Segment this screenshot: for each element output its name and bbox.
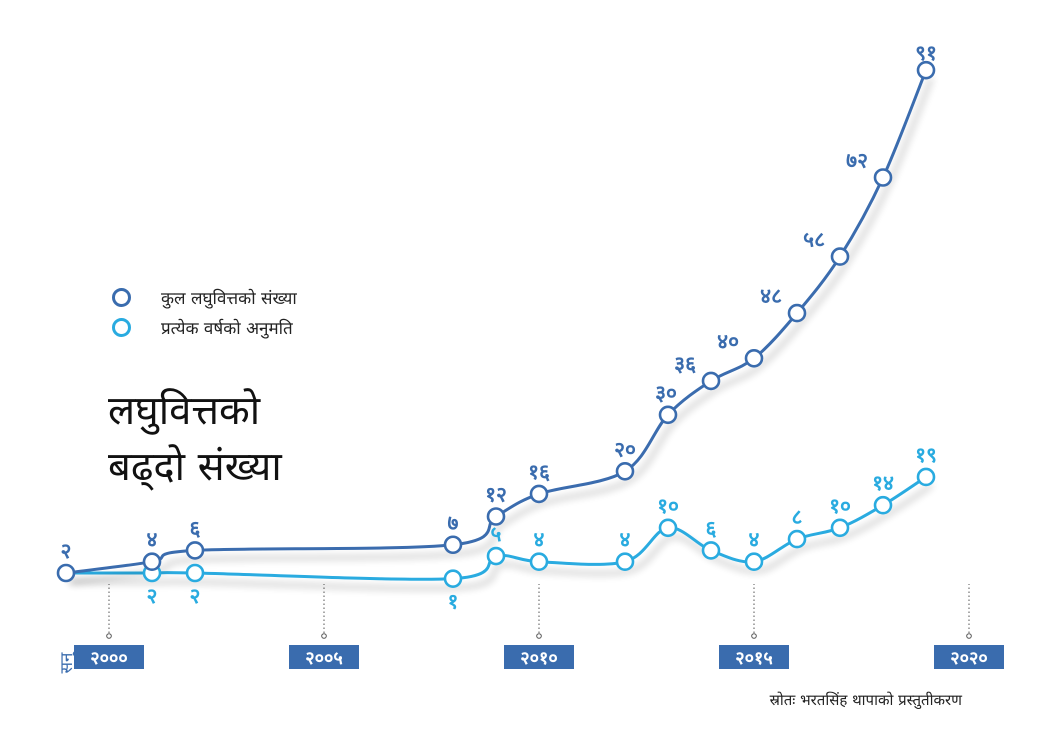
series-points: [56, 60, 936, 588]
x-tick-label: २०००: [90, 648, 127, 669]
data-label-annual: १०: [829, 494, 851, 518]
data-label-annual: ४: [534, 528, 545, 552]
legend-item-annual: प्रत्येक वर्षको अनुमति: [112, 312, 297, 342]
data-label-annual: ५: [491, 522, 502, 546]
source-note: स्रोतः भरतसिंह थापाको प्रस्तुतीकरण: [769, 691, 962, 709]
x-tick-dot: [751, 633, 757, 639]
data-label-total: ४८: [760, 284, 782, 308]
x-tick-box: [719, 645, 789, 669]
data-label-total: ३६: [674, 352, 696, 376]
data-label-total: २: [61, 539, 72, 563]
data-label-annual: ८: [792, 505, 803, 529]
data-point-annual: [830, 518, 850, 538]
data-point-total: [873, 168, 893, 187]
data-point-annual: [701, 541, 721, 560]
legend-marker-annual: [112, 317, 131, 337]
data-label-total: ३०: [655, 381, 677, 405]
data-label-total: ७२: [846, 149, 868, 173]
x-tick-dot: [106, 633, 112, 639]
data-point-annual: [529, 552, 549, 572]
legend-label-annual: प्रत्येक वर्षको अनुमति: [161, 318, 293, 339]
data-point-annual: [443, 569, 463, 588]
data-label-total: १६: [528, 460, 550, 484]
x-tick-box: [74, 645, 144, 669]
x-tick-label: २०१०: [520, 648, 557, 669]
x-tick-dot: [536, 633, 542, 639]
data-point-total: [56, 563, 76, 583]
legend-label-total: कुल लघुवित्तको संख्या: [161, 288, 297, 309]
x-tick-box: [504, 645, 574, 669]
data-point-total: [486, 507, 506, 526]
data-point-annual: [486, 546, 506, 566]
data-point-annual: [787, 529, 807, 549]
data-label-annual: १: [448, 590, 459, 614]
data-point-annual: [615, 552, 635, 572]
data-label-total: ४: [147, 528, 158, 552]
data-label-total: ९१: [915, 41, 937, 65]
x-axis: सन् २००० २००५ २०१० २०१५ २०२०: [57, 584, 1004, 673]
x-tick-dot: [966, 633, 972, 639]
x-tick-box: [934, 645, 1004, 669]
x-tick-2005: २००५: [289, 584, 359, 669]
data-label-total: ४०: [717, 329, 739, 353]
x-tick-label: २०१५: [735, 648, 772, 669]
data-point-annual: [744, 552, 764, 572]
data-point-total: [615, 461, 635, 481]
data-label-total: २०: [614, 437, 636, 461]
legend: कुल लघुवित्तको संख्या प्रत्येक वर्षको अन…: [112, 282, 297, 342]
chart-title-line-1: लघुवित्तको: [108, 388, 261, 434]
data-label-annual: १४: [872, 471, 894, 495]
data-point-total: [744, 348, 764, 368]
data-point-total: [529, 484, 549, 504]
data-label-annual: २: [190, 584, 201, 608]
chart-title: लघुवित्तको बढ्दो संख्या: [108, 383, 282, 495]
x-tick-2015: २०१५: [719, 584, 789, 669]
x-tick-2000: २०००: [74, 584, 144, 669]
data-point-annual: [916, 467, 936, 487]
data-point-total: [830, 247, 850, 266]
data-label-annual: ४: [749, 528, 760, 552]
data-point-annual: [873, 495, 893, 515]
data-label-total: ५८: [803, 228, 825, 252]
data-point-total: [658, 405, 678, 425]
x-tick-2010: २०१०: [504, 584, 574, 669]
data-point-total: [787, 303, 807, 323]
x-tick-2020: २०२०: [934, 584, 1004, 669]
data-point-annual: [658, 518, 678, 538]
x-tick-label: २००५: [305, 648, 342, 669]
data-point-total: [916, 60, 936, 80]
data-label-annual: ६: [706, 516, 717, 540]
data-label-total: ६: [190, 516, 201, 540]
data-label-annual: १०: [657, 494, 679, 518]
data-label-total: ७: [448, 511, 459, 535]
data-point-annual: [185, 563, 205, 583]
data-point-total: [185, 541, 205, 560]
chart-title-line-2: बढ्दो संख्या: [108, 444, 282, 490]
data-label-annual: २: [147, 584, 158, 608]
data-point-total: [142, 552, 162, 572]
data-label-total: १२: [485, 483, 507, 507]
x-tick-box: [289, 645, 359, 669]
x-tick-dot: [321, 633, 327, 639]
x-axis-label: सन्: [57, 650, 77, 674]
data-point-total: [701, 371, 721, 391]
data-label-annual: १९: [915, 443, 937, 467]
data-point-total: [443, 535, 463, 555]
data-label-annual: ४: [620, 528, 631, 552]
legend-marker-total: [112, 287, 131, 307]
legend-item-total: कुल लघुवित्तको संख्या: [112, 282, 297, 312]
x-tick-label: २०२०: [950, 648, 987, 669]
